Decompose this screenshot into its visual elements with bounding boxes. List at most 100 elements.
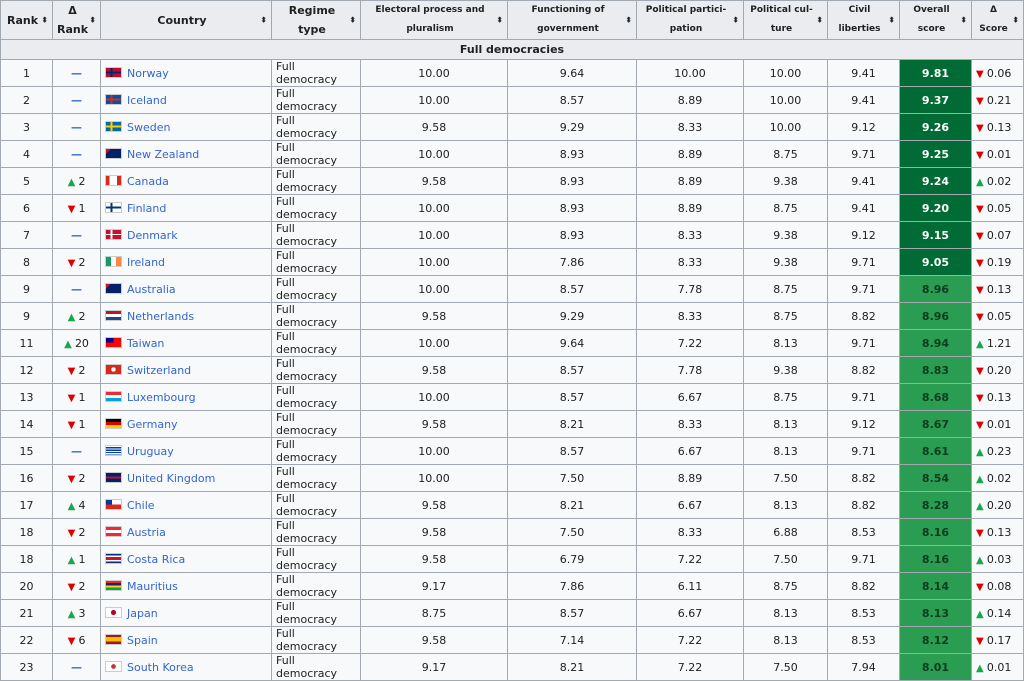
- overall-score: 8.96: [899, 275, 972, 303]
- flag-icon: [105, 417, 122, 429]
- rank: 6: [0, 194, 53, 222]
- liberties-value: 8.82: [851, 498, 876, 512]
- score-change-value: 0.08: [986, 579, 1012, 593]
- participation-value: 8.89: [677, 201, 703, 215]
- table-row: 18 ▼ 2 Austria Full democracy 9.58 7.50 8.33 6.…: [0, 518, 1024, 546]
- country-link[interactable]: Iceland: [127, 93, 167, 107]
- country-link[interactable]: United Kingdom: [127, 471, 216, 485]
- no-change-icon: —: [71, 282, 82, 296]
- electoral: 9.17: [360, 653, 508, 681]
- country-link[interactable]: Spain: [127, 633, 158, 647]
- flag-icon: [105, 390, 122, 402]
- country: Taiwan: [100, 329, 272, 357]
- functioning: 7.14: [507, 626, 637, 654]
- functioning-value: 8.93: [559, 228, 585, 242]
- rank: 21: [0, 599, 53, 627]
- overall-score-value: 9.26: [921, 120, 950, 134]
- column-header[interactable]: Δ Score ⬍: [971, 0, 1024, 40]
- participation-value: 8.33: [677, 228, 703, 242]
- column-header[interactable]: Regime type ⬍: [271, 0, 361, 40]
- regime-type-value: Full democracy: [276, 654, 338, 680]
- overall-score: 9.24: [899, 167, 972, 195]
- sort-icon[interactable]: ⬍: [260, 15, 267, 25]
- column-header[interactable]: Political cul-ture ⬍: [743, 0, 828, 40]
- country-link[interactable]: Norway: [127, 66, 169, 80]
- culture-value: 7.50: [773, 660, 798, 674]
- score-change: ▼ 0.13: [971, 383, 1024, 411]
- participation-value: 8.89: [677, 174, 703, 188]
- participation: 7.22: [636, 653, 744, 681]
- functioning: 8.57: [507, 383, 637, 411]
- sort-icon[interactable]: ⬍: [41, 15, 48, 25]
- column-header[interactable]: Electoral process and pluralism ⬍: [360, 0, 508, 40]
- column-header[interactable]: Rank ⬍: [0, 0, 53, 40]
- country-link[interactable]: Chile: [127, 498, 155, 512]
- column-header[interactable]: Functioning of government ⬍: [507, 0, 637, 40]
- participation: 8.89: [636, 140, 744, 168]
- overall-score: 9.05: [899, 248, 972, 276]
- country-link[interactable]: Taiwan: [127, 336, 165, 350]
- participation: 10.00: [636, 59, 744, 87]
- liberties: 8.82: [827, 572, 900, 600]
- liberties-value: 8.82: [851, 363, 876, 377]
- country-link[interactable]: South Korea: [127, 660, 194, 674]
- liberties: 9.41: [827, 86, 900, 114]
- column-header[interactable]: Overall score ⬍: [899, 0, 972, 40]
- country-link[interactable]: Switzerland: [127, 363, 192, 377]
- flag-icon: [105, 228, 122, 240]
- overall-score-value: 8.94: [921, 336, 950, 350]
- electoral: 9.17: [360, 572, 508, 600]
- sort-icon[interactable]: ⬍: [349, 15, 356, 25]
- liberties-value: 8.53: [851, 606, 876, 620]
- liberties-value: 9.71: [851, 390, 876, 404]
- rank-change: ▼ 6: [52, 626, 101, 654]
- column-header[interactable]: Country ⬍: [100, 0, 272, 40]
- table-row: 12 ▼ 2 Switzerland Full democracy 9.58 8.57 7.…: [0, 356, 1024, 384]
- participation-value: 7.22: [677, 552, 703, 566]
- country-link[interactable]: Ireland: [127, 255, 166, 269]
- rank-change-value: 6: [78, 633, 86, 647]
- triangle-down-icon: ▼: [976, 257, 987, 269]
- column-header[interactable]: Political partici-pation ⬍: [636, 0, 744, 40]
- regime-type: Full democracy: [271, 518, 361, 546]
- sort-icon[interactable]: ⬍: [888, 15, 895, 25]
- participation-value: 8.33: [677, 120, 703, 134]
- electoral-value: 8.75: [421, 606, 447, 620]
- sort-icon[interactable]: ⬍: [960, 15, 967, 25]
- overall-score: 9.15: [899, 221, 972, 249]
- country-link[interactable]: Denmark: [127, 228, 178, 242]
- country-link[interactable]: Costa Rica: [127, 552, 186, 566]
- country-link[interactable]: Mauritius: [127, 579, 178, 593]
- regime-type: Full democracy: [271, 167, 361, 195]
- regime-type: Full democracy: [271, 572, 361, 600]
- country-link[interactable]: Luxembourg: [127, 390, 196, 404]
- liberties-value: 7.94: [851, 660, 876, 674]
- rank-change-value: 2: [78, 174, 86, 188]
- participation: 8.33: [636, 221, 744, 249]
- country-link[interactable]: Sweden: [127, 120, 171, 134]
- sort-icon[interactable]: ⬍: [496, 15, 503, 25]
- sort-icon[interactable]: ⬍: [732, 15, 739, 25]
- electoral-value: 9.58: [421, 552, 447, 566]
- column-header[interactable]: Civil liberties ⬍: [827, 0, 900, 40]
- table-row: 20 ▼ 2 Mauritius Full democracy 9.17 7.86 6.11…: [0, 572, 1024, 600]
- column-header[interactable]: Δ Rank ⬍: [52, 0, 101, 40]
- sort-icon[interactable]: ⬍: [625, 15, 632, 25]
- functioning: 7.50: [507, 464, 637, 492]
- functioning: 8.21: [507, 410, 637, 438]
- country-link[interactable]: Netherlands: [127, 309, 195, 323]
- triangle-down-icon: ▼: [67, 365, 79, 377]
- rank-value: 18: [19, 552, 34, 566]
- country-link[interactable]: Austria: [127, 525, 166, 539]
- country-link[interactable]: Japan: [127, 606, 158, 620]
- country-link[interactable]: Finland: [127, 201, 167, 215]
- sort-icon[interactable]: ⬍: [89, 15, 96, 25]
- country-link[interactable]: Canada: [127, 174, 169, 188]
- sort-icon[interactable]: ⬍: [816, 15, 823, 25]
- sort-icon[interactable]: ⬍: [1012, 15, 1019, 25]
- country-link[interactable]: Germany: [127, 417, 178, 431]
- country-link[interactable]: Australia: [127, 282, 176, 296]
- flag-icon: [105, 363, 122, 375]
- country-link[interactable]: Uruguay: [127, 444, 174, 458]
- country-link[interactable]: New Zealand: [127, 147, 200, 161]
